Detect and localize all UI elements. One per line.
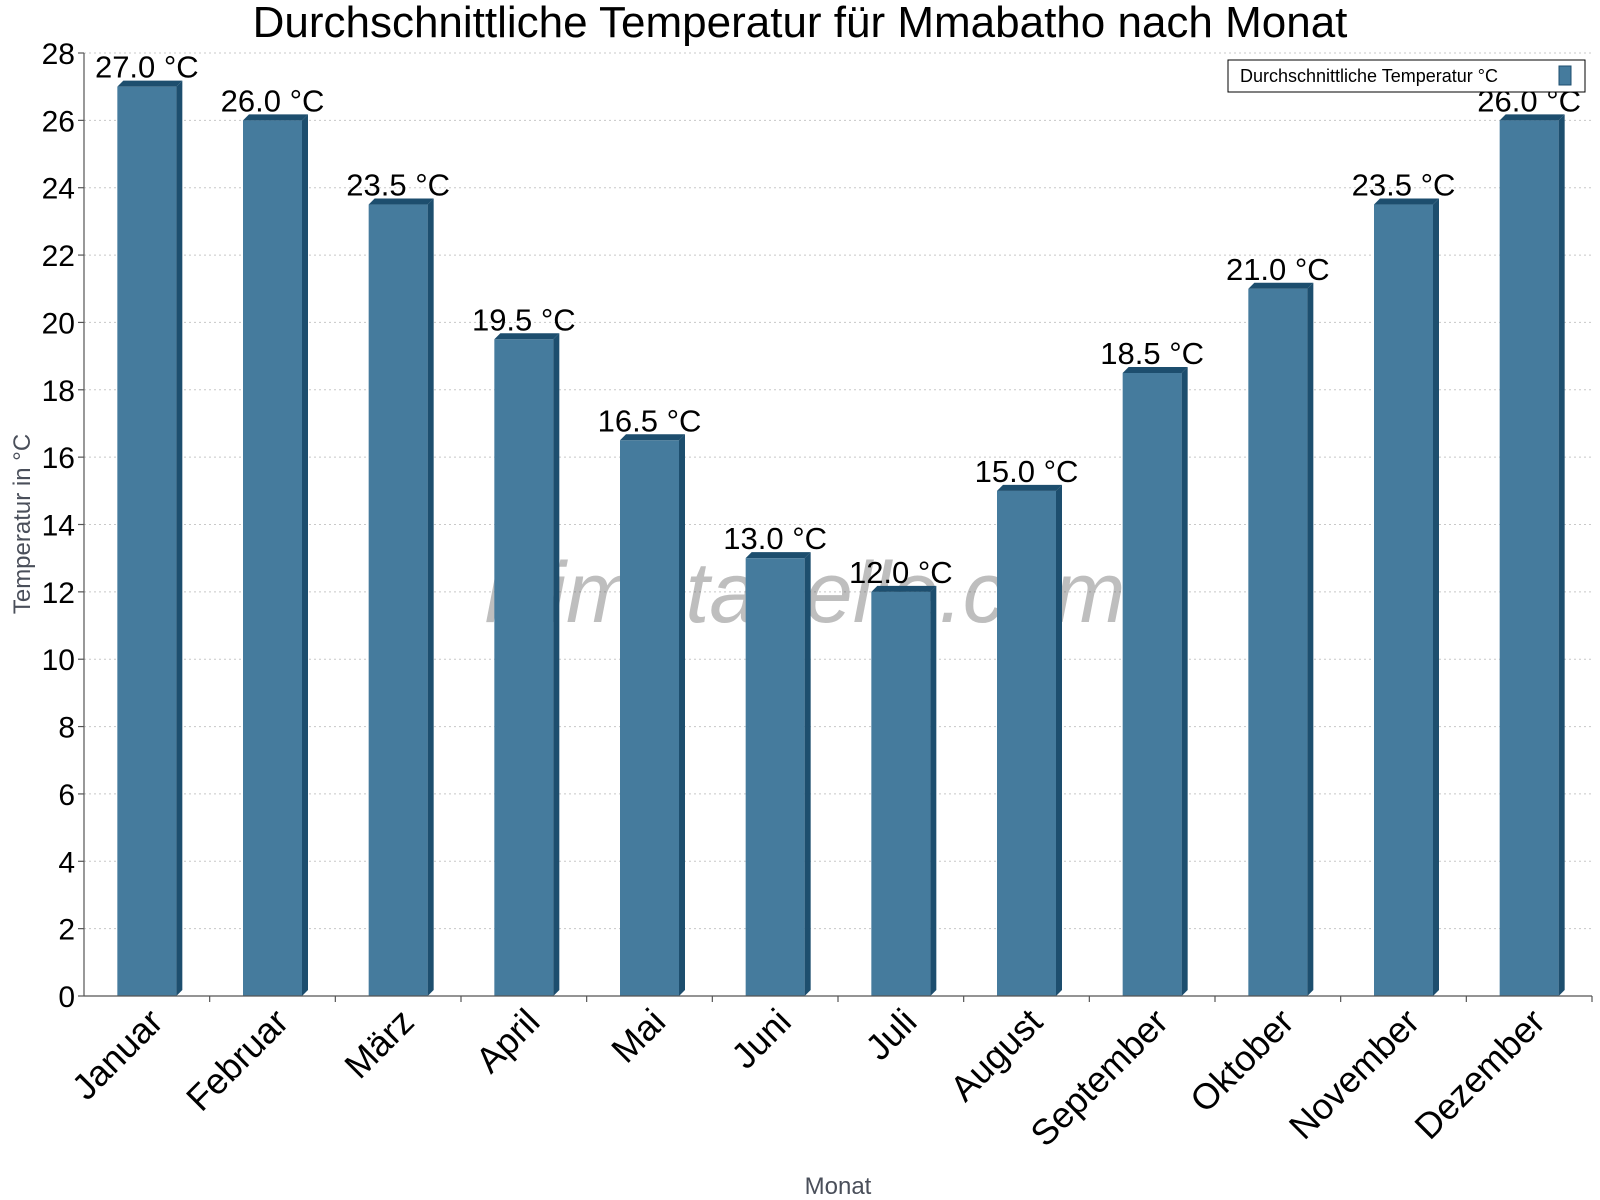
y-tick-label: 12 [42, 577, 75, 610]
bar-top-face [117, 80, 183, 87]
x-tick-label: März [336, 1001, 422, 1087]
legend-box [1227, 59, 1586, 93]
bar [1374, 204, 1433, 996]
bars [117, 80, 1565, 997]
bar-side-face [176, 80, 183, 996]
bar [117, 86, 177, 996]
bar [745, 558, 805, 996]
x-tick-label: Juli [857, 1001, 924, 1068]
y-tick-label: 26 [42, 105, 75, 138]
bar [243, 120, 302, 997]
bar-side-face [1181, 366, 1188, 997]
data-label: 19.5 °C [472, 302, 576, 337]
bar-top-face [368, 198, 434, 205]
legend-label: Durchschnittliche Temperatur °C [1240, 66, 1498, 86]
bar-top-face [1499, 114, 1565, 121]
grid-lines [84, 52, 1592, 930]
data-label: 26.0 °C [221, 83, 325, 118]
bar [1122, 372, 1182, 997]
x-tick-label: Juni [723, 1001, 799, 1077]
x-tick-label: September [1022, 1001, 1176, 1155]
bar-top-face [1122, 366, 1188, 373]
bar-top-face [620, 434, 685, 441]
bar-top-face [243, 114, 308, 121]
bar-side-face [553, 333, 560, 997]
y-tick-label: 10 [42, 644, 75, 677]
legend: Durchschnittliche Temperatur °C [1227, 59, 1586, 93]
data-label: 12.0 °C [849, 555, 953, 590]
bar [494, 339, 554, 997]
bar-top-face [997, 484, 1062, 491]
bar [620, 440, 679, 996]
bar-top-face [745, 552, 811, 559]
bar-side-face [427, 198, 434, 996]
bar-side-face [930, 585, 937, 996]
bar [871, 591, 931, 996]
y-tick-label: 16 [42, 442, 75, 475]
bar [1248, 288, 1308, 996]
bar-side-face [804, 552, 811, 996]
bar-side-face [1307, 282, 1314, 996]
y-tick-label: 0 [58, 981, 75, 1014]
y-tick-label: 14 [42, 510, 75, 543]
bar-side-face [1056, 484, 1062, 996]
data-label: 23.5 °C [1352, 168, 1456, 203]
x-tick-label: Mai [603, 1001, 673, 1071]
chart-title: Durchschnittliche Temperatur für Mmabath… [253, 0, 1348, 47]
x-axis-title: Monat [805, 1173, 872, 1200]
y-tick-label: 22 [42, 240, 75, 273]
y-tick-label: 6 [58, 779, 75, 812]
data-label: 16.5 °C [598, 403, 702, 438]
bar-top-face [494, 333, 560, 340]
x-tick-label: Januar [64, 1001, 171, 1108]
y-tick-label: 4 [58, 846, 75, 879]
y-tick-label: 18 [42, 375, 75, 408]
y-tick-label: 20 [42, 307, 75, 340]
bar-top-face [1248, 282, 1314, 289]
bar [368, 204, 428, 996]
data-label: 27.0 °C [95, 50, 199, 85]
data-label: 23.5 °C [346, 168, 450, 203]
bar [997, 490, 1056, 996]
data-label: 15.0 °C [975, 454, 1079, 489]
data-label: 13.0 °C [723, 521, 827, 556]
y-tick-label: 8 [58, 712, 75, 745]
bar-side-face [302, 114, 308, 997]
y-tick-label: 2 [58, 914, 75, 947]
bar-side-face [679, 434, 685, 996]
x-tick-label: Dezember [1406, 1001, 1552, 1147]
legend-swatch [1558, 65, 1572, 86]
bar-side-face [1433, 198, 1439, 996]
bar [1499, 120, 1559, 997]
data-labels: 27.0 °C 26.0 °C 23.5 °C 19.5 °C 16.5 °C 13.0 … [95, 50, 1581, 590]
x-tick-label: April [468, 1001, 548, 1081]
x-axis-ticks: Januar Februar März April Mai Juni Juli AugustS… [64, 996, 1593, 1155]
x-tick-label: Oktober [1182, 1001, 1302, 1121]
x-tick-label: August [942, 1001, 1050, 1109]
bar-top-face [871, 585, 937, 592]
y-axis-title: Temperatur in °C [9, 434, 36, 614]
data-label: 21.0 °C [1226, 252, 1330, 287]
y-tick-label: 24 [42, 173, 75, 206]
x-tick-label: Februar [178, 1001, 296, 1119]
x-tick-label: November [1281, 1001, 1427, 1147]
bar-side-face [1558, 114, 1565, 997]
bar-top-face [1374, 198, 1439, 205]
y-tick-label: 28 [42, 38, 75, 71]
data-label: 18.5 °C [1100, 336, 1204, 371]
